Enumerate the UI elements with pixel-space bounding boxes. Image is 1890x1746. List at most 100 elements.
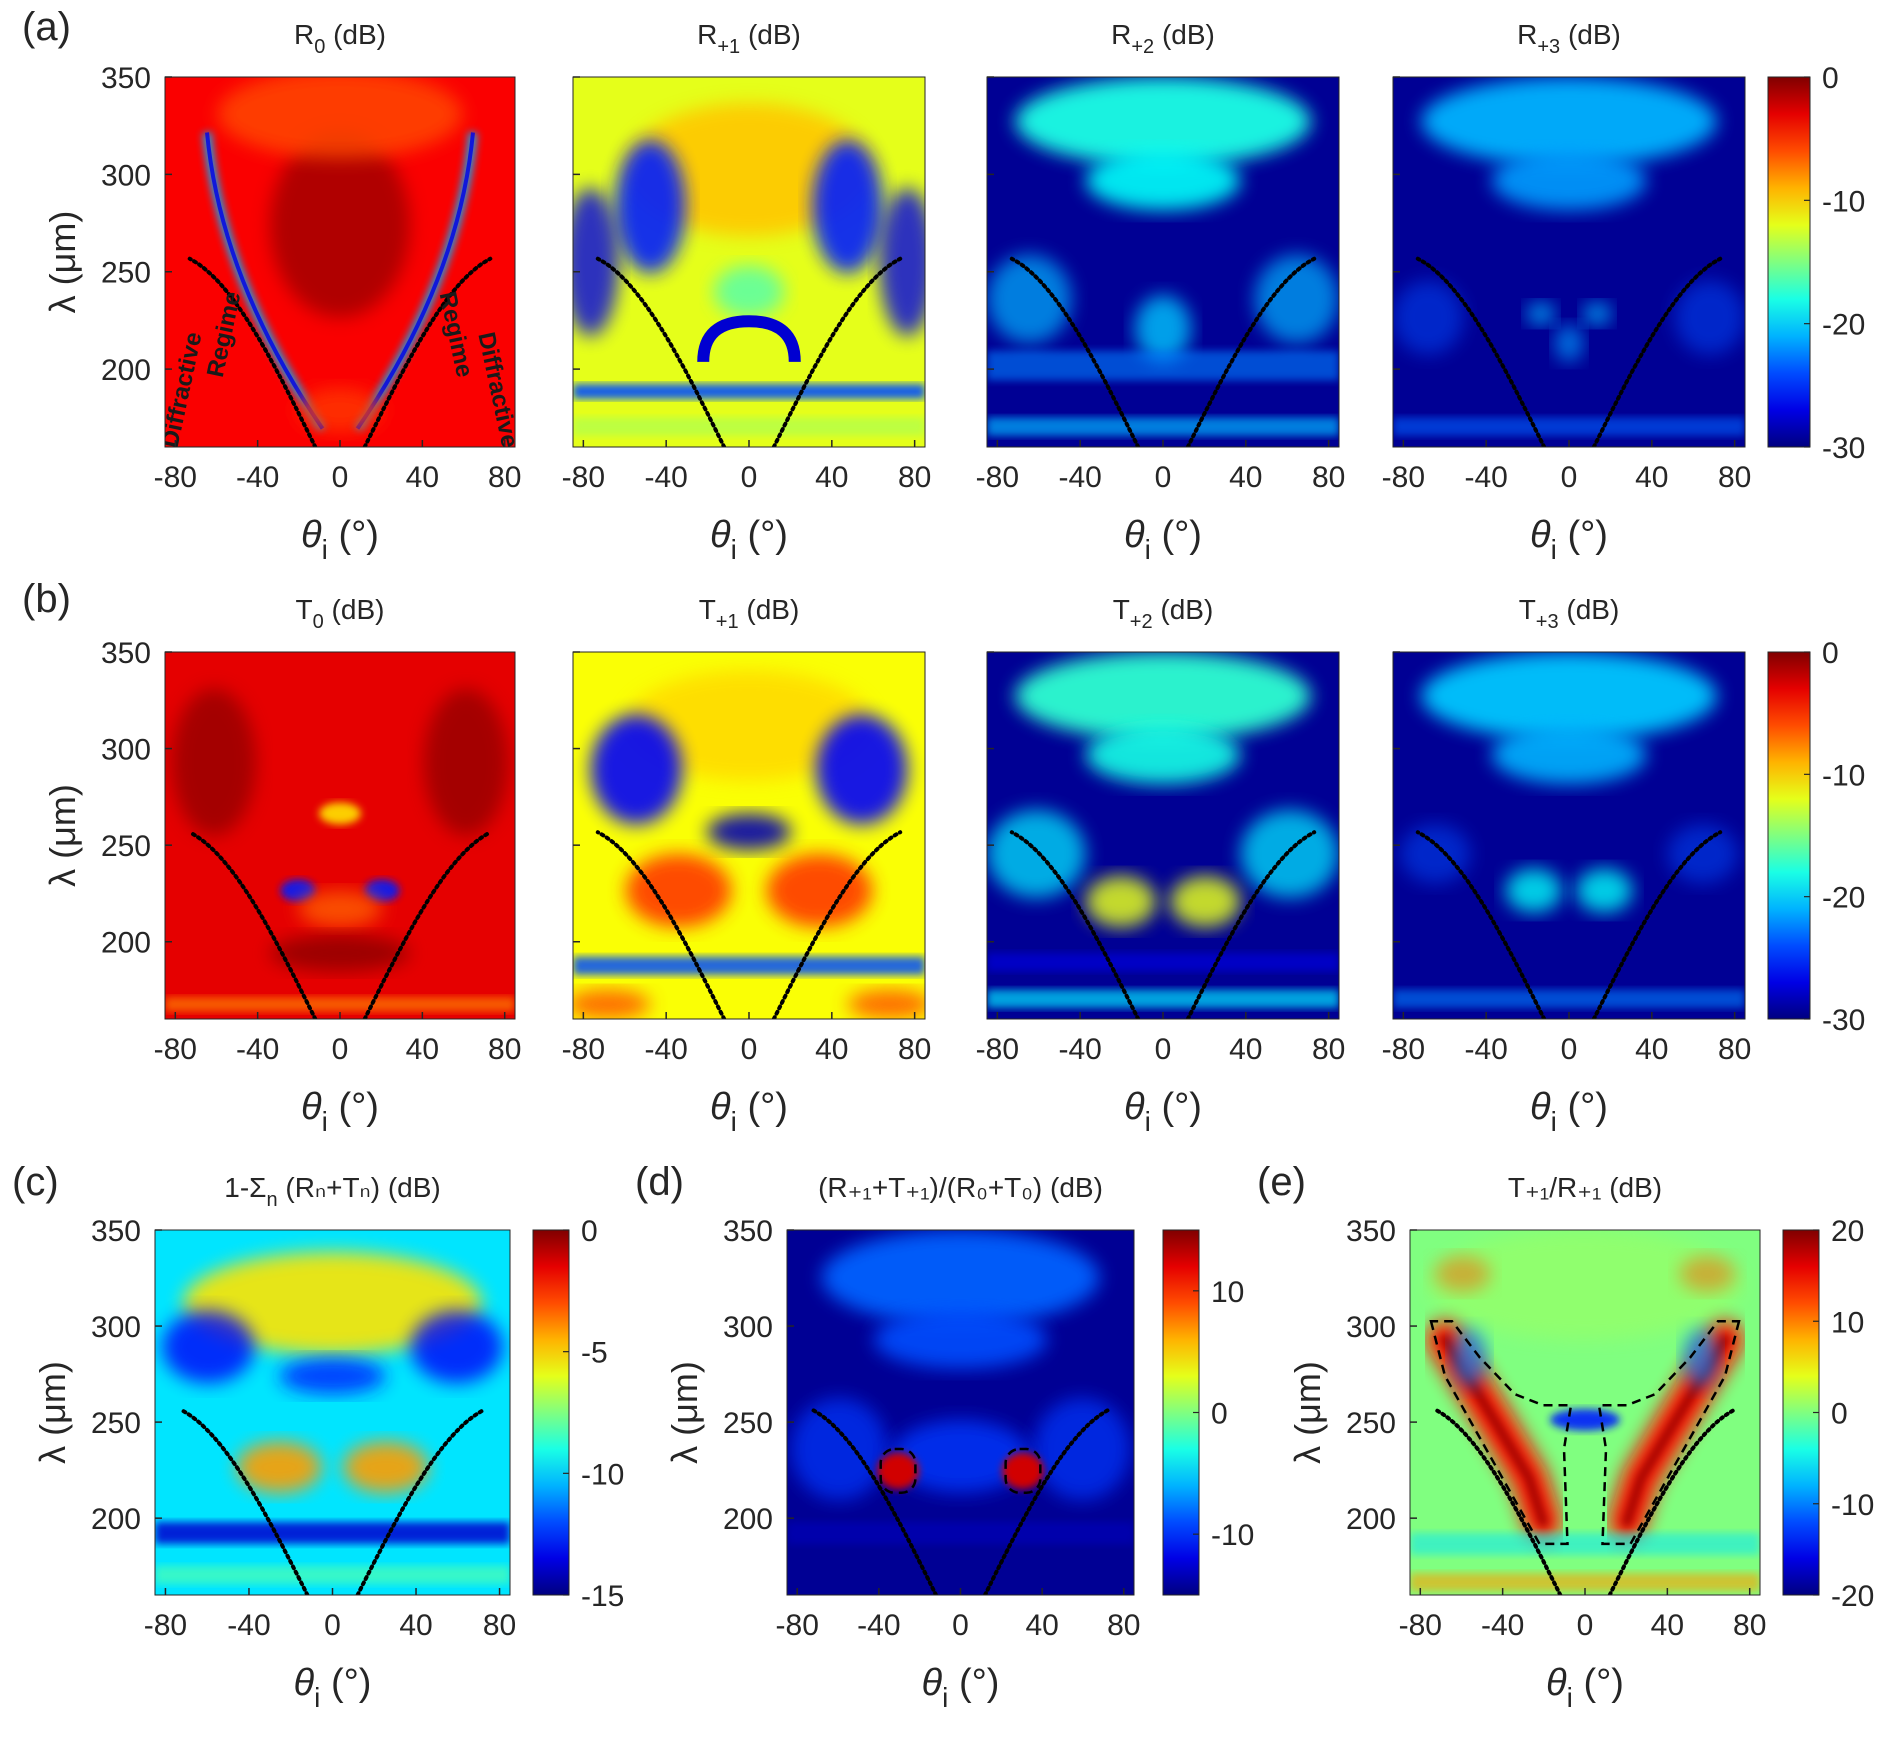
y-tick-label: 250 xyxy=(1346,1407,1396,1440)
x-tick-label: 0 xyxy=(1155,1033,1172,1066)
heat-blob xyxy=(987,254,1072,344)
x-label-symbol: θ xyxy=(301,514,322,556)
diffraction-boundary xyxy=(362,830,493,1019)
x-tick-label: 80 xyxy=(898,461,931,494)
diffraction-boundary xyxy=(1432,1407,1563,1595)
x-tick-label: 80 xyxy=(1312,1033,1345,1066)
title-main: 1-Σ xyxy=(224,1172,266,1203)
x-axis-label: θi (°) xyxy=(710,1086,788,1137)
x-tick-label: -40 xyxy=(1058,1033,1101,1066)
title-suffix: (dB) xyxy=(1601,1172,1662,1203)
heatmap-image xyxy=(573,77,925,447)
diffraction-boundary xyxy=(1009,830,1141,1019)
panel-title: T+2 (dB) xyxy=(1113,594,1214,633)
colorbar-tick-label: -10 xyxy=(1822,185,1865,218)
heat-blob xyxy=(1033,1397,1131,1501)
x-label-symbol: θ xyxy=(1124,1086,1145,1128)
x-tick-label: -80 xyxy=(562,461,605,494)
heat-blob xyxy=(1400,824,1471,884)
y-tick-label: 250 xyxy=(723,1407,773,1440)
x-tick-label: 80 xyxy=(1718,1033,1751,1066)
y-tick-label: 200 xyxy=(723,1503,773,1536)
x-tick-label: -80 xyxy=(776,1609,819,1642)
heat-blob xyxy=(270,934,410,972)
heat-blob xyxy=(319,802,361,825)
colorbar-tick-label: 20 xyxy=(1831,1215,1864,1248)
heat-blob xyxy=(1491,151,1647,211)
heatmap-image xyxy=(1393,77,1745,447)
x-tick-label: 40 xyxy=(1229,1033,1262,1066)
diffraction-boundary xyxy=(1591,256,1723,447)
heat-band xyxy=(155,1565,510,1585)
y-axis-label: λ (μm) xyxy=(32,1361,73,1464)
panel-title: R+3 (dB) xyxy=(1517,19,1621,58)
panel-b4: -80 -40 0 40 80 θi (°) T+3 (dB) 0 -10 -20 -30 xyxy=(1382,594,1866,1137)
heat-blob xyxy=(1526,302,1555,325)
y-tick-label: 350 xyxy=(101,62,151,95)
x-tick-label: 0 xyxy=(1561,1033,1578,1066)
x-tick-label: 40 xyxy=(406,1033,439,1066)
heat-blob xyxy=(410,1310,503,1384)
y-tick-label: 300 xyxy=(723,1311,773,1344)
x-tick-label: -80 xyxy=(562,1033,605,1066)
title-suffix: (dB) xyxy=(740,19,801,50)
heat-blob xyxy=(573,989,651,1019)
heat-blob xyxy=(615,139,686,274)
x-tick-label: 80 xyxy=(1733,1609,1766,1642)
x-tick-label: 80 xyxy=(1107,1609,1140,1642)
x-label-subscript: i xyxy=(1551,1106,1557,1137)
heat-blob xyxy=(1393,280,1464,355)
colorbar-tick-label: -10 xyxy=(1822,759,1865,792)
heat-blob xyxy=(1085,875,1156,928)
heat-blob xyxy=(1674,280,1745,355)
title-main: T xyxy=(296,594,313,625)
x-axis-label: θi (°) xyxy=(301,514,379,565)
heat-blob xyxy=(217,77,463,159)
y-tick-label: 200 xyxy=(91,1503,141,1536)
y-tick-label: 250 xyxy=(101,830,151,863)
x-label-symbol: θ xyxy=(922,1662,943,1704)
y-tick-label: 300 xyxy=(101,734,151,767)
heat-blob xyxy=(821,1230,1100,1325)
x-label-unit: (°) xyxy=(737,514,788,556)
y-tick-label: 350 xyxy=(101,637,151,670)
heat-blob xyxy=(1170,875,1241,928)
x-tick-label: -80 xyxy=(154,1033,197,1066)
panel-title: (R₊₁+T₊₁)/(R₀+T₀) (dB) xyxy=(818,1172,1103,1203)
y-tick-label: 300 xyxy=(1346,1311,1396,1344)
heat-blob xyxy=(1015,652,1311,741)
colorbar-tick-label: -30 xyxy=(1822,1004,1865,1037)
diffraction-boundary xyxy=(1607,1407,1738,1595)
heat-blob xyxy=(1427,1230,1743,1340)
heat-band xyxy=(573,384,925,399)
heat-blob xyxy=(815,714,908,825)
x-tick-label: -40 xyxy=(1464,1033,1507,1066)
heat-band xyxy=(1410,1573,1760,1592)
heat-blob xyxy=(713,265,785,318)
diffraction-boundary xyxy=(983,1407,1112,1595)
x-axis-label: θi (°) xyxy=(710,514,788,565)
y-axis-label: λ (μm) xyxy=(42,211,83,314)
title-suffix: (dB) xyxy=(1042,1172,1103,1203)
heat-blob xyxy=(1679,1255,1736,1293)
title-main: T xyxy=(1519,594,1536,625)
title-subscript: +3 xyxy=(1536,611,1559,633)
diffraction-boundary xyxy=(1185,830,1317,1019)
title-suffix: (dB) xyxy=(1154,19,1215,50)
heatmap-image xyxy=(1410,1230,1760,1595)
heat-blob xyxy=(987,809,1086,898)
x-label-symbol: θ xyxy=(1530,1086,1551,1128)
y-tick-label: 250 xyxy=(91,1407,141,1440)
x-label-unit: (°) xyxy=(1151,1086,1202,1128)
heat-blob xyxy=(1134,295,1192,362)
heat-blob xyxy=(625,102,873,237)
x-label-unit: (°) xyxy=(948,1662,999,1704)
colorbar-tick-label: -20 xyxy=(1822,882,1865,915)
x-tick-label: -40 xyxy=(227,1609,270,1642)
x-axis-label: θi (°) xyxy=(301,1086,379,1137)
title-suffix: (dB) xyxy=(739,594,800,625)
heat-blob xyxy=(183,1251,482,1355)
heat-blob xyxy=(1421,652,1717,741)
x-label-unit: (°) xyxy=(320,1662,371,1704)
